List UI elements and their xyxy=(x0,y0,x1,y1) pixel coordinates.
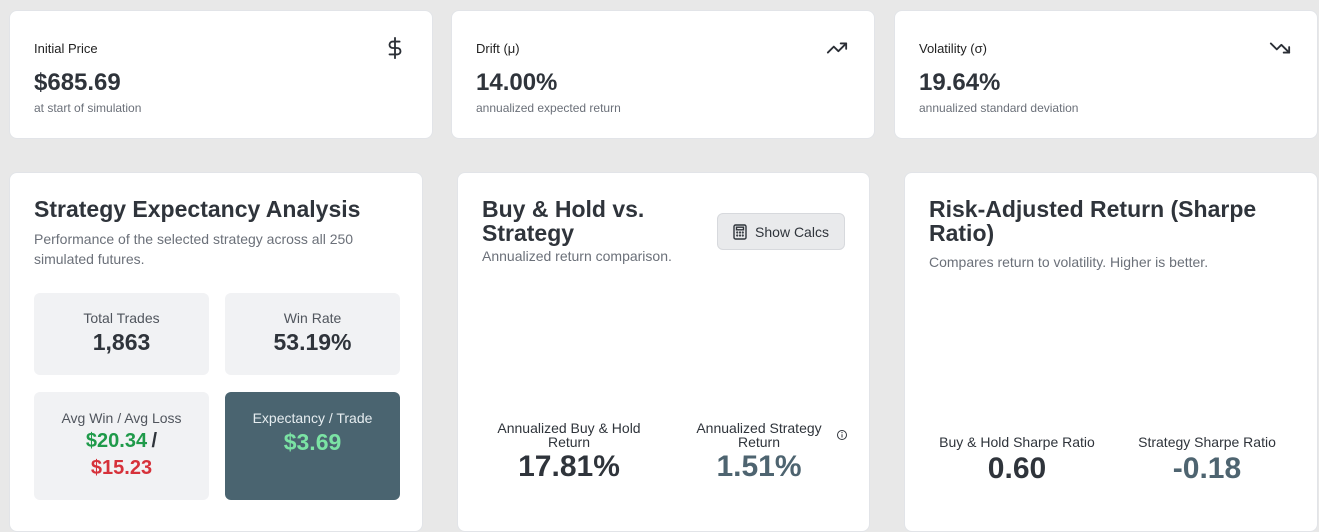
buy-hold-vs-strategy-card: Buy & Hold vs. Strategy Annualized retur… xyxy=(457,172,870,532)
buy-hold-return-value: 17.81% xyxy=(518,450,620,483)
stat-label: Volatility (σ) xyxy=(919,41,987,56)
metric-label: Buy & Hold Sharpe Ratio xyxy=(939,434,1095,450)
tile-label: Avg Win / Avg Loss xyxy=(61,410,182,426)
buy-hold-return-metric: Annualized Buy & Hold Return 17.81% xyxy=(484,421,654,485)
avg-win-loss-tile: Avg Win / Avg Loss $20.34 / $15.23 xyxy=(34,392,209,500)
calculator-icon xyxy=(733,223,747,240)
strategy-return-metric: Annualized Strategy Return 1.51% xyxy=(674,421,844,485)
avg-win-value: $20.34 xyxy=(85,430,148,452)
metric-label-line-2: Return xyxy=(737,434,781,450)
stat-card-volatility: Volatility (σ) 19.64% annualized standar… xyxy=(894,10,1318,139)
card-description: Annualized return comparison. xyxy=(482,248,672,264)
strategy-sharpe-value: -0.18 xyxy=(1172,452,1242,485)
avg-loss-value: $15.23 xyxy=(90,457,153,479)
metric-label-line-1: Annualized Buy & Hold xyxy=(497,420,641,436)
title-line-1: Buy & Hold vs. xyxy=(482,196,645,222)
expectancy-card: Strategy Expectancy Analysis Performance… xyxy=(9,172,423,532)
avg-separator: / xyxy=(151,430,158,452)
metric-label-line-1: Annualized Strategy xyxy=(696,420,822,436)
title-line-2: Ratio) xyxy=(929,220,995,246)
stat-card-initial-price: Initial Price $685.69 at start of simula… xyxy=(9,10,433,139)
tile-value: 1,863 xyxy=(92,329,151,355)
tile-label: Expectancy / Trade xyxy=(252,410,373,426)
tile-value: $3.69 xyxy=(283,429,342,455)
stat-label: Initial Price xyxy=(34,41,98,56)
strategy-sharpe-metric: Strategy Sharpe Ratio -0.18 xyxy=(1117,435,1297,487)
metric-label-line-2: Return xyxy=(547,434,591,450)
stat-sub: at start of simulation xyxy=(34,101,142,115)
title-line-1: Risk-Adjusted Return (Sharpe xyxy=(929,196,1257,222)
sharpe-ratio-card: Risk-Adjusted Return (Sharpe Ratio) Comp… xyxy=(904,172,1318,532)
tile-label: Win Rate xyxy=(283,310,342,326)
show-calcs-button[interactable]: Show Calcs xyxy=(717,213,845,250)
buy-hold-sharpe-value: 0.60 xyxy=(987,452,1047,485)
card-title: Risk-Adjusted Return (Sharpe Ratio) xyxy=(929,197,1256,245)
tile-label: Total Trades xyxy=(83,310,160,326)
stat-value: 19.64% xyxy=(919,69,1001,96)
stat-value: 14.00% xyxy=(476,69,558,96)
stat-label: Drift (μ) xyxy=(476,41,520,56)
total-trades-tile: Total Trades 1,863 xyxy=(34,293,209,375)
trending-down-icon xyxy=(1269,42,1291,54)
card-title: Strategy Expectancy Analysis xyxy=(34,196,361,222)
title-line-2: Strategy xyxy=(482,220,575,246)
stat-value: $685.69 xyxy=(34,69,121,96)
buy-hold-sharpe-metric: Buy & Hold Sharpe Ratio 0.60 xyxy=(927,435,1107,487)
strategy-return-value: 1.51% xyxy=(716,450,802,483)
card-title: Buy & Hold vs. Strategy xyxy=(482,197,644,245)
show-calcs-label: Show Calcs xyxy=(755,223,829,240)
expectancy-per-trade-tile: Expectancy / Trade $3.69 xyxy=(225,392,400,500)
dollar-icon xyxy=(388,37,402,59)
win-rate-tile: Win Rate 53.19% xyxy=(225,293,400,375)
trending-up-icon xyxy=(826,42,848,54)
stat-card-drift: Drift (μ) 14.00% annualized expected ret… xyxy=(451,10,875,139)
card-description: Performance of the selected strategy acr… xyxy=(34,231,354,267)
metric-label: Strategy Sharpe Ratio xyxy=(1138,434,1276,450)
stat-sub: annualized expected return xyxy=(476,101,621,115)
tile-value: 53.19% xyxy=(273,329,352,355)
card-description: Compares return to volatility. Higher is… xyxy=(929,254,1209,270)
info-icon[interactable] xyxy=(836,429,848,441)
stat-sub: annualized standard deviation xyxy=(919,101,1079,115)
